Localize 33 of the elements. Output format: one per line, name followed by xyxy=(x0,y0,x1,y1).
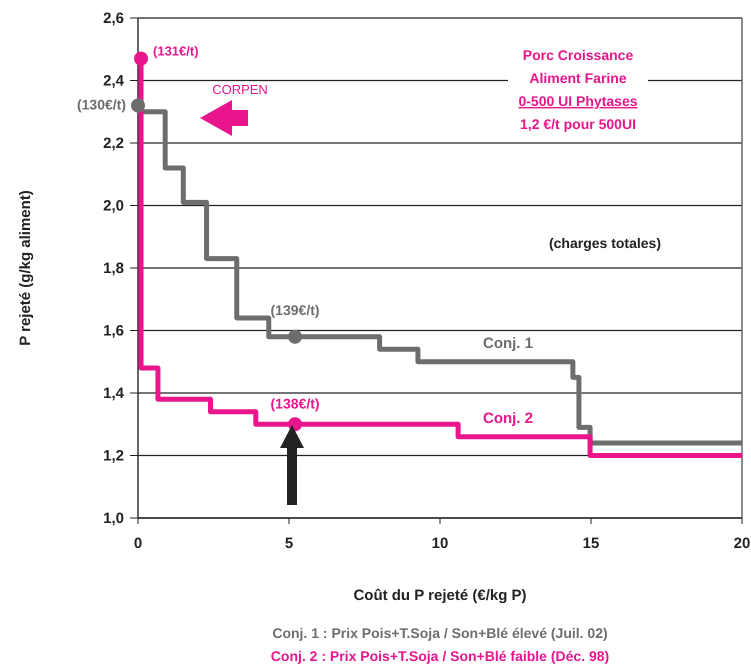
series-label: Conj. 1 xyxy=(482,335,534,352)
annotation: (139€/t) xyxy=(270,302,320,318)
y-tick-label: 2,4 xyxy=(103,72,125,90)
y-tick-label: 1,4 xyxy=(103,385,125,402)
x-tick-label: 0 xyxy=(134,535,142,552)
y-tick-label: 1,8 xyxy=(103,260,124,277)
annotation: (charges totales) xyxy=(548,235,662,251)
y-tick-label: 2,0 xyxy=(103,198,124,214)
y-tick-label: 1,2 xyxy=(103,448,124,464)
annotation: (131€/t) xyxy=(153,44,199,59)
y-axis-title: P rejeté (g/kg aliment) xyxy=(17,190,34,346)
y-tick-label: 1,6 xyxy=(103,322,124,340)
point xyxy=(134,52,148,66)
annotation: Porc Croissance xyxy=(522,47,634,63)
x-tick-label: 20 xyxy=(734,535,750,552)
x-tick-label: 15 xyxy=(582,535,600,552)
text: Conj. 2 : Prix Pois+T.Soja / Son+Blé faible (Déc. 98) xyxy=(270,648,610,664)
annotation: Aliment Farine xyxy=(529,70,627,86)
annotation: 1,2 €/t pour 500UI xyxy=(520,116,636,132)
point xyxy=(288,330,302,344)
x-tick-label: 5 xyxy=(284,535,294,552)
y-tick-label: 1,0 xyxy=(103,510,124,527)
x-axis-title: Coût du P rejeté (€/kg P) xyxy=(353,587,527,604)
x-tick-label: 10 xyxy=(432,535,448,552)
y-tick-label: 2,6 xyxy=(103,10,124,27)
point xyxy=(131,98,145,112)
series-label: Conj. 2 xyxy=(482,410,534,427)
annotation: 0-500 UI Phytases xyxy=(518,93,638,109)
text: Conj. 1 : Prix Pois+T.Soja / Son+Blé élevé (Juil. 02) xyxy=(272,625,608,641)
annotation: (138€/t) xyxy=(270,395,320,412)
annotation: CORPEN xyxy=(212,82,268,97)
annotation: (130€/t) xyxy=(76,96,126,112)
y-tick-label: 2,2 xyxy=(103,135,124,152)
